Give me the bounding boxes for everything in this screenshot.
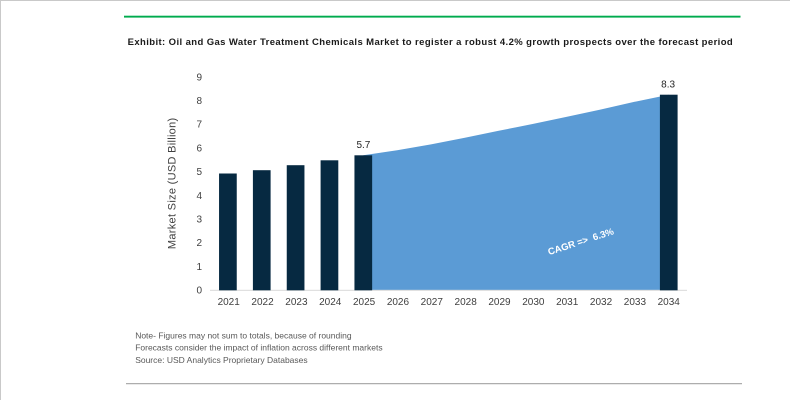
svg-text:2024: 2024: [319, 297, 342, 308]
svg-text:2030: 2030: [522, 297, 545, 308]
svg-text:Source: USD Analytics Propriet: Source: USD Analytics Proprietary Databa…: [135, 355, 307, 365]
svg-text:0: 0: [196, 286, 202, 297]
svg-text:4: 4: [196, 191, 202, 202]
svg-text:Market Size (USD Billion): Market Size (USD Billion): [167, 118, 179, 250]
svg-text:8: 8: [196, 96, 202, 107]
svg-text:Note- Figures may not sum to t: Note- Figures may not sum to totals, bec…: [135, 331, 352, 341]
svg-text:2022: 2022: [251, 297, 274, 308]
svg-text:9: 9: [196, 72, 202, 83]
svg-text:1: 1: [196, 262, 202, 273]
svg-text:2029: 2029: [488, 297, 511, 308]
svg-text:Forecasts consider the impact: Forecasts consider the impact of inflati…: [135, 343, 382, 353]
svg-text:2021: 2021: [218, 297, 241, 308]
svg-text:2: 2: [196, 238, 202, 249]
svg-text:Exhibit: Oil and Gas Water Tre: Exhibit: Oil and Gas Water Treatment Che…: [128, 37, 734, 48]
svg-text:3: 3: [196, 215, 202, 226]
svg-text:2031: 2031: [556, 297, 579, 308]
svg-text:5: 5: [196, 167, 202, 178]
svg-text:6: 6: [196, 143, 202, 154]
svg-text:2023: 2023: [285, 297, 308, 308]
svg-text:2026: 2026: [387, 297, 410, 308]
svg-text:2028: 2028: [455, 297, 478, 308]
svg-text:2033: 2033: [624, 297, 647, 308]
svg-text:7: 7: [196, 120, 202, 131]
svg-text:2027: 2027: [421, 297, 444, 308]
svg-text:2032: 2032: [590, 297, 613, 308]
svg-text:5.7: 5.7: [356, 140, 370, 151]
svg-text:2025: 2025: [353, 297, 376, 308]
svg-text:2034: 2034: [658, 297, 681, 308]
svg-text:8.3: 8.3: [661, 80, 675, 91]
